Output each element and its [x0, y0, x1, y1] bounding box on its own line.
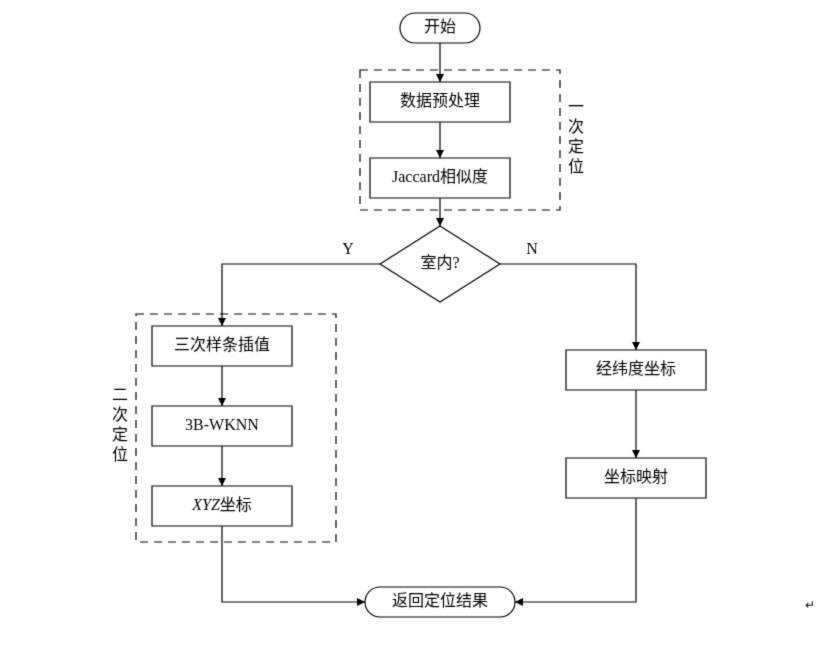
flowchart-canvas — [0, 0, 836, 656]
